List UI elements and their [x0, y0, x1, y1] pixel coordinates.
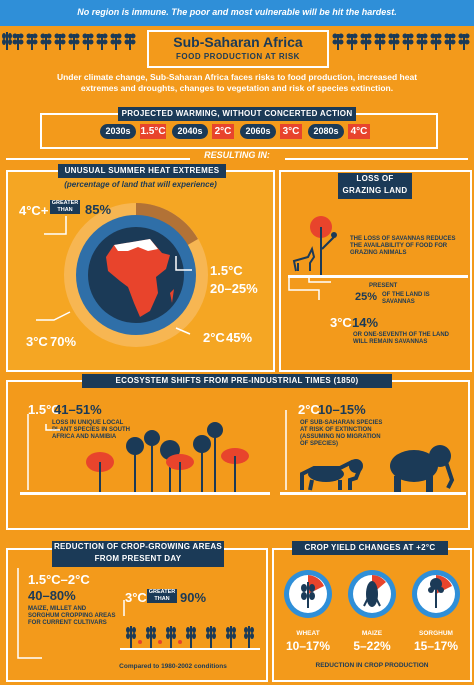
ecosystem-left-text: Loss in unique local plant species in So…	[52, 420, 131, 440]
crop-area-value: 40–80%	[28, 588, 76, 603]
crop-footnote: Compared to 1980-2002 conditions	[119, 663, 227, 670]
crop-name: Maize	[361, 630, 383, 637]
greater-than-badge: Greater than	[50, 200, 80, 214]
crop-yield-footer: Reduction in crop production	[315, 662, 429, 669]
animals-illustration	[280, 410, 466, 495]
resulting-label: Resulting in:	[204, 150, 270, 160]
crop-area-text: Maize, millet and sorghum cropping areas…	[28, 606, 116, 626]
grazing-description: The loss of savannas reduces the availab…	[350, 236, 456, 256]
crop-yield-title: Crop yield changes at +2°C	[292, 541, 448, 555]
crop-leader-lines	[17, 568, 125, 659]
crop-value: 5–22%	[353, 639, 391, 653]
grazing-temp: 3°C	[330, 315, 352, 330]
crop-value: 10–17%	[285, 639, 331, 653]
crop-field-illustration	[120, 626, 260, 650]
warming-title: Projected warming, without concerted act…	[118, 107, 356, 121]
savanna-illustration	[288, 216, 468, 278]
crop-name: Wheat	[296, 630, 320, 637]
heat-right-temp: 1.5°C	[210, 263, 243, 278]
temp-badge: 1.5°C	[140, 124, 166, 139]
temp-badge: 4°C	[348, 124, 370, 139]
banner-text: No region is immune. The poor and most v…	[77, 7, 397, 17]
trees-illustration	[20, 414, 270, 495]
grazing-panel	[279, 170, 472, 372]
grazing-leader-lines	[288, 276, 331, 300]
present-label: Present	[369, 283, 398, 289]
ecosystem-title: Ecosystem shifts from pre-industrial tim…	[82, 374, 392, 388]
heat-title: Unusual summer heat extremes	[58, 164, 226, 178]
intro-text: Under climate change, Sub-Saharan Africa…	[56, 72, 418, 93]
africa-globe	[64, 203, 208, 347]
heat-subtitle: (percentage of land that will experience…	[64, 180, 217, 189]
heat-br-temp: 2°C	[203, 330, 225, 345]
heat-top-value: 85%	[85, 202, 112, 217]
grazing-value: 14%	[352, 315, 379, 330]
ecosystem-right-value: 10–15%	[318, 402, 366, 417]
ecosystem-left-value: 41–51%	[54, 402, 102, 417]
present-value: 25%	[355, 291, 378, 303]
present-text: of the land is savannas	[382, 292, 430, 305]
crop-name: Sorghum	[419, 630, 453, 637]
ecosystem-left-temp: 1.5°C	[28, 402, 61, 417]
crop-area-temp2: 3°C	[125, 590, 147, 605]
decade-pill: 2060s	[240, 124, 276, 139]
heat-bl-temp: 3°C	[26, 334, 48, 349]
crop-value: 15–17%	[413, 639, 459, 653]
heat-br-value: 45%	[226, 330, 253, 345]
temp-badge: 2°C	[212, 124, 234, 139]
heat-right-value: 20–25%	[210, 281, 258, 296]
temp-badge: 3°C	[280, 124, 302, 139]
decade-pill: 2030s	[100, 124, 136, 139]
decade-pill: 2080s	[308, 124, 344, 139]
header-box: Sub-Saharan Africa Food production at ri…	[147, 30, 329, 68]
page-subtitle: Food production at risk	[176, 52, 300, 61]
grazing-text: or one-seventh of the land will remain s…	[353, 332, 450, 345]
decade-pill: 2040s	[172, 124, 208, 139]
grazing-title: Loss of grazing land	[338, 173, 412, 199]
divider	[6, 158, 468, 160]
ecosystem-right-text: of sub-Saharan species at risk of extinc…	[300, 420, 383, 447]
crop-yield-icons	[284, 570, 460, 618]
page-title: Sub-Saharan Africa	[173, 34, 303, 50]
crop-area-temp: 1.5°C–2°C	[28, 572, 90, 587]
heat-leader-lines	[36, 216, 192, 335]
crop-area-title: Reduction of crop-growing areas from pre…	[52, 541, 224, 567]
ecosystem-right-temp: 2°C	[298, 402, 320, 417]
top-banner: No region is immune. The poor and most v…	[0, 0, 474, 26]
heat-top-temp: 4°C+	[19, 203, 49, 218]
crop-greater-than: Greater than	[147, 589, 177, 603]
crop-area-value2: 90%	[180, 590, 207, 605]
heat-bl-value: 70%	[50, 334, 77, 349]
